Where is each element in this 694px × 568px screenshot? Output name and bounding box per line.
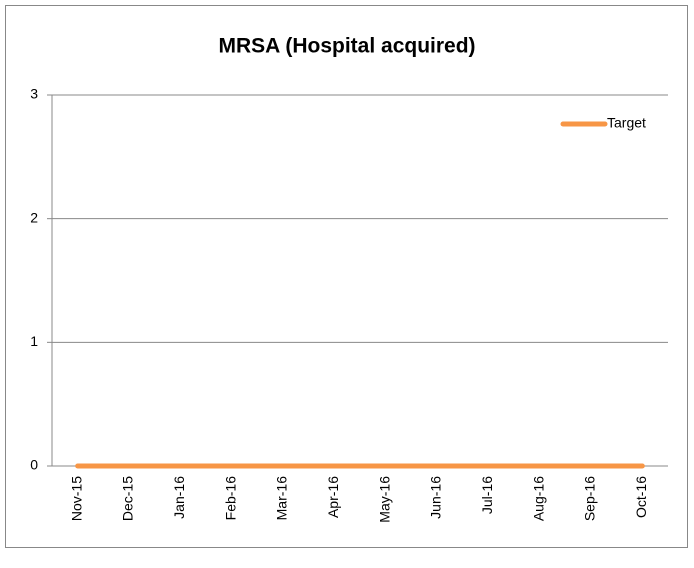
- x-tick-label: Jun-16: [428, 476, 444, 519]
- x-tick-label: Jul-16: [479, 476, 495, 514]
- y-tick-label: 0: [30, 457, 38, 473]
- x-tick-label: Dec-15: [120, 476, 136, 521]
- x-tick-label: Aug-16: [530, 476, 546, 521]
- x-tick-label: Apr-16: [325, 476, 341, 518]
- x-tick-label: Nov-15: [68, 476, 84, 521]
- y-tick-label: 2: [30, 209, 38, 225]
- x-tick-label: Jan-16: [171, 476, 187, 519]
- x-tick-label: May-16: [376, 476, 392, 523]
- y-tick-label: 3: [30, 86, 38, 102]
- x-tick-label: Feb-16: [222, 476, 238, 521]
- x-tick-label: Sep-16: [582, 476, 598, 521]
- chart-border: [5, 5, 688, 548]
- y-tick-label: 1: [30, 333, 38, 349]
- chart-title: MRSA (Hospital acquired): [218, 35, 475, 58]
- x-tick-label: Oct-16: [633, 476, 649, 518]
- x-tick-label: Mar-16: [274, 476, 290, 521]
- legend-label: Target: [607, 115, 646, 131]
